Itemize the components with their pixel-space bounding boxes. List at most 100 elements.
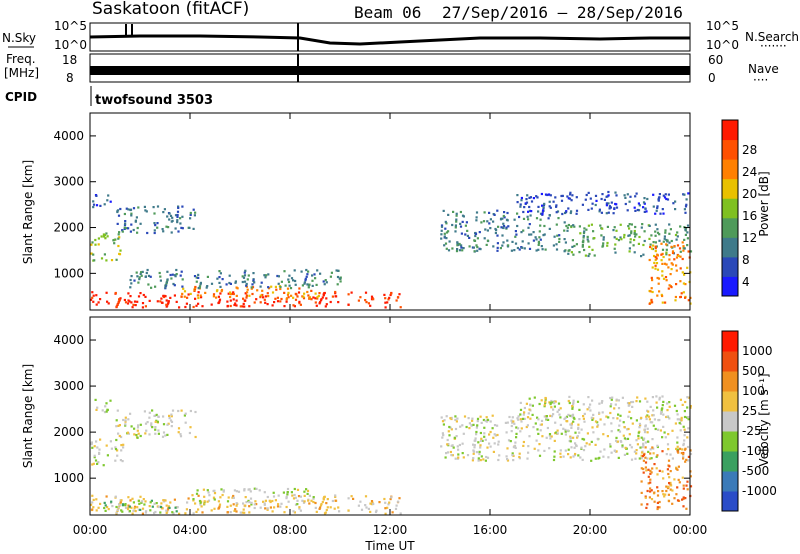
velocity-cell: [670, 484, 673, 487]
velocity-cell: [522, 413, 525, 416]
power-cell: [633, 229, 636, 233]
velocity-cell: [614, 403, 617, 406]
velocity-cell: [443, 419, 446, 422]
velocity-cell: [574, 442, 577, 445]
velocity-cell: [649, 448, 652, 451]
power-cell: [461, 249, 464, 252]
velocity-cell: [269, 500, 272, 504]
velocity-cell: [94, 459, 98, 462]
velocity-cell: [231, 496, 234, 499]
velocity-cell: [486, 456, 490, 459]
power-cell: [537, 242, 541, 245]
velocity-cell: [253, 506, 256, 510]
power-cell: [195, 304, 198, 307]
power-cell: [188, 226, 191, 229]
velocity-cell: [596, 425, 599, 428]
power-cell: [206, 275, 209, 278]
nsky-tick-high: 10^5: [54, 19, 87, 33]
power-cell: [225, 283, 228, 286]
velocity-cell: [171, 409, 175, 412]
power-cell: [90, 252, 93, 255]
power-cell: [229, 293, 233, 296]
power-cell: [264, 301, 267, 304]
power-cell: [193, 289, 196, 292]
velocity-cell: [548, 433, 552, 436]
power-cell: [613, 236, 616, 239]
velocity-cell: [644, 496, 647, 499]
velocity-cell: [91, 494, 94, 497]
velocity-cell: [592, 417, 595, 420]
power-cell: [318, 292, 321, 295]
power-cell: [479, 248, 482, 251]
power-cell: [671, 250, 675, 253]
velocity-cell: [512, 446, 515, 449]
velocity-cell: [630, 458, 634, 461]
power-cell: [567, 207, 570, 210]
power-cell: [661, 262, 664, 265]
power-cell: [153, 229, 156, 232]
velocity-cell: [96, 462, 99, 465]
power-cell: [515, 233, 518, 236]
velocity-cell: [538, 402, 541, 406]
velocity-colorbar-label: Velocity [m s⁻¹]: [757, 373, 771, 466]
velocity-cell: [669, 488, 672, 491]
power-cell: [285, 300, 288, 303]
velocity-cell: [652, 452, 655, 455]
power-cell: [486, 239, 489, 242]
velocity-cell: [569, 440, 572, 443]
velocity-colorbar-tick: -25: [742, 424, 762, 438]
velocity-cell: [618, 430, 622, 433]
power-cell: [484, 228, 487, 231]
velocity-cell: [297, 495, 301, 498]
velocity-cell: [314, 506, 317, 509]
velocity-cell: [189, 426, 192, 429]
power-cell: [684, 227, 688, 230]
velocity-cell: [183, 414, 186, 417]
power-cell: [544, 193, 548, 196]
velocity-cell: [630, 417, 633, 420]
power-cell: [292, 279, 295, 282]
power-cell: [478, 231, 481, 234]
power-cell: [543, 224, 546, 228]
velocity-cell: [444, 456, 447, 459]
power-cell: [234, 281, 237, 284]
velocity-cell: [577, 454, 580, 457]
velocity-cell: [689, 452, 693, 456]
velocity-cell: [189, 409, 192, 413]
power-cell: [659, 212, 662, 215]
power-cell: [121, 229, 124, 232]
velocity-cell: [645, 417, 648, 421]
power-cell: [630, 223, 633, 226]
velocity-cell: [388, 501, 391, 504]
power-cell: [181, 292, 184, 295]
velocity-cell: [686, 480, 689, 483]
power-cell: [679, 255, 682, 258]
power-cell: [454, 226, 457, 229]
velocity-cell: [134, 510, 137, 513]
velocity-cell: [657, 428, 660, 431]
velocity-cell: [448, 425, 451, 429]
velocity-cell: [646, 489, 649, 493]
velocity-cell: [667, 472, 670, 476]
velocity-cell: [277, 494, 280, 497]
velocity-cell: [451, 444, 454, 447]
power-cell: [505, 218, 509, 221]
velocity-cell: [203, 500, 206, 503]
velocity-cell: [538, 454, 542, 457]
velocity-cell: [475, 451, 479, 454]
velocity-cell: [619, 414, 622, 417]
velocity-cell: [520, 420, 523, 423]
power-cell: [675, 283, 678, 286]
power-cell: [118, 236, 121, 239]
power-cell: [153, 222, 156, 225]
velocity-cell: [90, 503, 93, 506]
power-cell: [280, 297, 283, 301]
power-cell: [541, 212, 544, 215]
power-cell: [530, 233, 533, 236]
velocity-cell: [661, 404, 664, 407]
velocity-cell: [644, 456, 647, 459]
power-cell: [520, 196, 523, 200]
power-cell: [130, 282, 133, 285]
velocity-cell: [164, 434, 167, 437]
velocity-cell: [686, 436, 689, 439]
